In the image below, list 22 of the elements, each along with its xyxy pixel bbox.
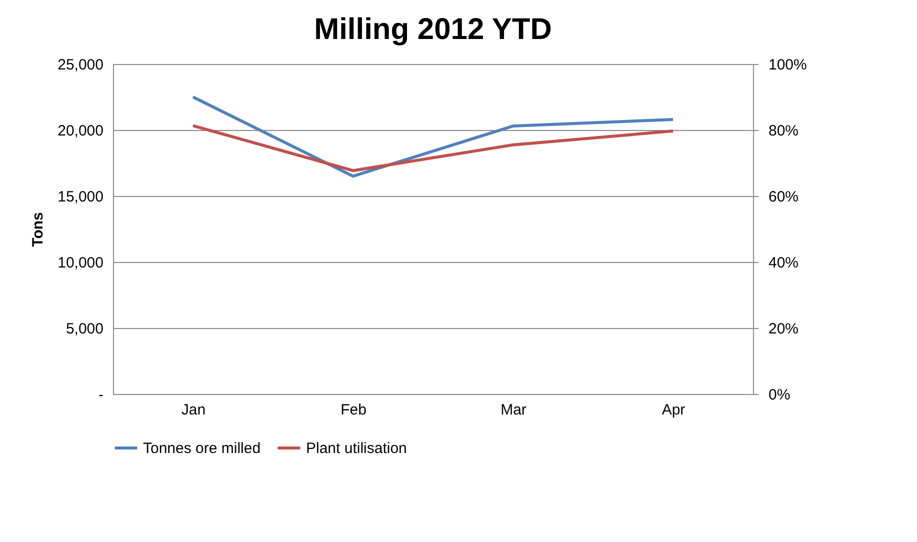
y2-tick-label: 40% [768,254,799,272]
y-tick-label: 15,000 [58,188,104,206]
line-series [192,96,674,178]
y-tick-label: - [98,386,104,404]
legend-label: Plant utilisation [306,440,407,457]
y-tick-label: 10,000 [58,254,104,272]
y2-tick-label: 80% [768,122,799,140]
y-tick-label: 5,000 [66,320,104,338]
chart-title: Milling 2012 YTD [314,13,552,46]
legend-label: Tonnes ore milled [143,440,261,457]
x-tick-label: Apr [662,402,686,418]
y2-tick-label: 60% [768,188,799,206]
y2-tick-label: 0% [768,386,790,404]
x-tick-label: Jan [181,402,206,418]
line-series [192,124,674,172]
y-tick-label: 20,000 [58,122,104,140]
y2-tick-label: 100% [768,56,807,74]
y-axis-title: Tons [30,212,47,247]
y2-tick-label: 20% [768,320,799,338]
x-tick-label: Mar [500,402,526,418]
x-tick-label: Feb [340,402,366,418]
y-tick-label: 25,000 [58,56,104,74]
